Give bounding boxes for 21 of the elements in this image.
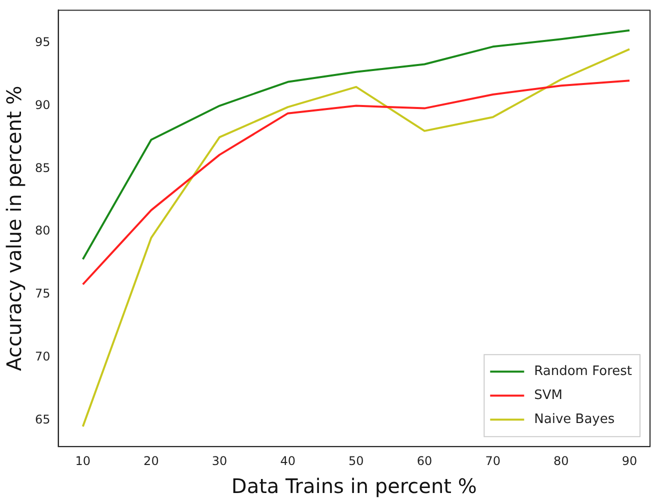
y-tick-label: 70 [34, 349, 50, 364]
x-tick-label: 40 [280, 454, 296, 468]
x-tick-label: 70 [485, 454, 500, 468]
x-tick-label: 90 [622, 454, 638, 468]
y-tick-label: 85 [34, 160, 50, 175]
y-tick-label: 95 [34, 35, 50, 50]
x-tick-label: 20 [144, 454, 159, 468]
y-tick-label: 65 [34, 412, 50, 426]
x-tick-label: 60 [416, 454, 432, 468]
y-tick-label: 75 [34, 286, 50, 301]
y-tick-label: 80 [34, 224, 50, 238]
legend-label: Random Forest [534, 364, 632, 379]
y-tick-label: 90 [34, 98, 50, 112]
legend-label: Naive Bayes [534, 412, 615, 427]
x-axis-title: Data Trains in percent % [231, 474, 477, 498]
x-tick-label: 50 [348, 454, 364, 468]
x-tick-label: 80 [554, 454, 569, 468]
x-tick-label: 30 [212, 454, 228, 468]
x-tick-label: 10 [75, 454, 91, 468]
y-axis-title: Accuracy value in percent % [2, 86, 26, 372]
legend-label: SVM [534, 388, 563, 403]
